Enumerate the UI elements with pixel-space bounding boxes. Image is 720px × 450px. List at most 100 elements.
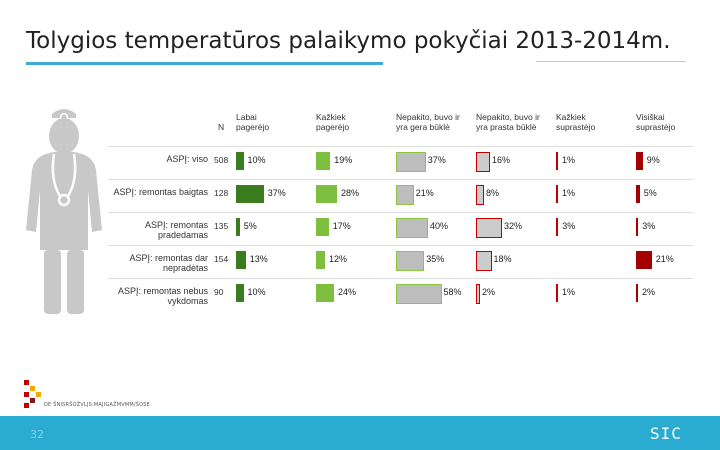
data-label: 58%	[443, 287, 462, 297]
slide-title: Tolygios temperatūros palaikymo pokyčiai…	[26, 28, 671, 54]
row-n-value: 135	[214, 221, 229, 231]
data-label: 28%	[341, 188, 360, 198]
data-label: 9%	[646, 155, 660, 165]
footer-logo: SIC	[650, 424, 682, 443]
data-bar	[476, 152, 490, 172]
column-header-line1: Visiškai	[636, 112, 665, 122]
column-header: Kažkiek pagerėjo	[316, 112, 349, 132]
data-bar	[316, 218, 329, 236]
data-label: 19%	[334, 155, 353, 165]
row-label: ASPĮ: remontas baigtas	[113, 187, 208, 197]
column-header-line2: suprastėjo	[556, 122, 596, 132]
data-bar	[236, 251, 246, 269]
data-label: 10%	[247, 155, 266, 165]
row-n-value: 128	[214, 188, 229, 198]
data-label: 5%	[243, 221, 257, 231]
data-label: 35%	[426, 254, 445, 264]
title-underline	[26, 62, 383, 65]
column-header: Nepakito, buvo ir yra prasta būklė	[476, 112, 540, 132]
data-label: 37%	[427, 155, 446, 165]
data-bar	[476, 251, 492, 271]
footer-bar: 32 SIC	[0, 416, 720, 450]
logo-text: DE ŠNISRŠOŽVLJS:MAJIGAŽMVMM/ŠOSE	[44, 402, 151, 408]
data-label: 5%	[643, 188, 657, 198]
row-n-value: 508	[214, 155, 229, 165]
data-label: 12%	[329, 254, 348, 264]
data-bar	[636, 251, 652, 269]
page-number: 32	[30, 428, 44, 441]
data-label: 3%	[562, 221, 576, 231]
data-bar	[636, 185, 640, 203]
data-bar	[636, 284, 638, 302]
data-bar	[396, 251, 425, 271]
data-label: 32%	[504, 221, 523, 231]
data-bar	[236, 218, 240, 236]
data-label: 40%	[430, 221, 449, 231]
column-header-line1: Nepakito, buvo ir	[476, 112, 540, 122]
row-label: ASPĮ: remontas dar nepradėtas	[129, 253, 208, 273]
doctor-icon	[26, 109, 102, 314]
data-label: 10%	[247, 287, 266, 297]
row-separator	[108, 245, 693, 246]
data-bar	[556, 218, 559, 236]
row-separator	[108, 212, 693, 213]
ministry-logo-icon	[24, 380, 41, 408]
column-header-line2: yra prasta būklė	[476, 122, 537, 132]
data-bar	[316, 185, 337, 203]
data-bar	[556, 152, 558, 170]
ministry-logo: DE ŠNISRŠOŽVLJS:MAJIGAŽMVMM/ŠOSE	[24, 380, 184, 412]
title-side-rule	[536, 61, 686, 62]
data-bar	[236, 284, 244, 302]
data-bar	[396, 218, 428, 238]
data-label: 21%	[655, 254, 674, 264]
data-label: 1%	[562, 287, 576, 297]
row-label: ASPĮ: remontas nebus vykdomas	[117, 286, 208, 306]
data-label: 17%	[332, 221, 351, 231]
column-header: Nepakito, buvo ir yra gera būklė	[396, 112, 460, 132]
row-n-value: 154	[214, 254, 229, 264]
data-bar	[556, 284, 558, 302]
data-label: 18%	[493, 254, 512, 264]
data-bar	[636, 218, 639, 236]
data-bar	[556, 185, 558, 203]
data-bar	[476, 185, 484, 205]
column-header: Labai pagerėjo	[236, 112, 269, 132]
data-label: 2%	[642, 287, 656, 297]
column-header-line1: Labai	[236, 112, 257, 122]
data-bar	[236, 185, 264, 203]
data-bar	[396, 284, 442, 304]
column-header-line1: Kažkiek	[556, 112, 586, 122]
column-header-line1: Nepakito, buvo ir	[396, 112, 460, 122]
column-header-line2: yra gera būklė	[396, 122, 450, 132]
data-bar	[316, 251, 325, 269]
column-header-line2: suprastėjo	[636, 122, 676, 132]
results-table: N Labai pagerėjo Kažkiek pagerėjo Nepakito, …	[108, 110, 693, 310]
data-bar	[476, 284, 480, 304]
row-label: ASPĮ: remontas pradedamas	[144, 220, 208, 240]
data-label: 8%	[486, 188, 500, 198]
row-separator	[108, 278, 693, 279]
row-separator	[108, 179, 693, 180]
row-label: ASPĮ: viso	[166, 154, 208, 164]
column-header-line1: Kažkiek	[316, 112, 346, 122]
data-bar	[236, 152, 244, 170]
data-label: 1%	[562, 155, 576, 165]
row-separator	[108, 146, 693, 147]
column-header-line2: pagerėjo	[236, 122, 270, 132]
data-label: 37%	[267, 188, 286, 198]
data-label: 2%	[482, 287, 496, 297]
data-bar	[316, 284, 334, 302]
data-label: 1%	[562, 188, 576, 198]
data-label: 13%	[249, 254, 268, 264]
data-label: 3%	[642, 221, 656, 231]
column-header: Visiškai suprastėjo	[636, 112, 675, 132]
data-label: 24%	[338, 287, 357, 297]
data-bar	[636, 152, 643, 170]
data-bar	[396, 152, 426, 172]
data-label: 16%	[492, 155, 511, 165]
n-header: N	[218, 122, 225, 132]
data-bar	[316, 152, 331, 170]
column-header-line2: pagerėjo	[316, 122, 350, 132]
data-bar	[396, 185, 414, 205]
data-label: 21%	[415, 188, 434, 198]
